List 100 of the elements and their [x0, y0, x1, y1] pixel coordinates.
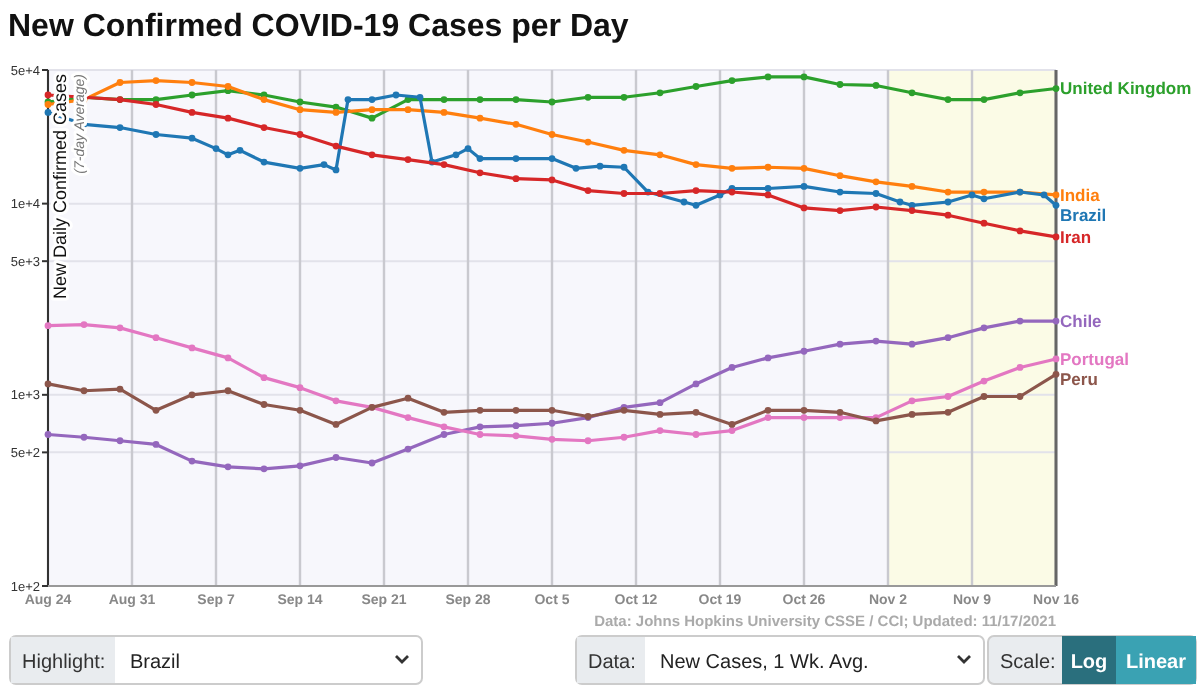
- point: [584, 138, 592, 146]
- point: [764, 185, 772, 192]
- point: [476, 114, 484, 122]
- point: [224, 151, 232, 159]
- point: [836, 81, 844, 88]
- point: [404, 445, 412, 453]
- point: [572, 164, 580, 172]
- point: [296, 106, 304, 114]
- point: [476, 431, 484, 438]
- point: [224, 83, 232, 90]
- point: [116, 324, 124, 332]
- point: [224, 463, 232, 471]
- point: [584, 187, 592, 194]
- point: [512, 120, 520, 128]
- point: [236, 146, 244, 154]
- point: [332, 166, 340, 174]
- point: [512, 422, 520, 430]
- chart-title: New Confirmed COVID-19 Cases per Day: [8, 10, 629, 44]
- point: [404, 414, 412, 421]
- point: [332, 454, 340, 461]
- point: [692, 201, 700, 209]
- point: [1052, 355, 1060, 363]
- point: [296, 164, 304, 172]
- series-label: Iran: [1060, 226, 1092, 247]
- point: [1016, 364, 1024, 371]
- point: [944, 96, 952, 104]
- text: Log: [1070, 652, 1108, 674]
- point: [872, 82, 880, 89]
- text: Linear: [1125, 652, 1187, 674]
- series-label: Peru: [1060, 368, 1098, 389]
- point: [692, 161, 700, 169]
- point: [188, 134, 196, 142]
- point: [188, 91, 196, 99]
- point: [1052, 85, 1060, 92]
- point: [764, 163, 772, 171]
- point: [296, 131, 304, 138]
- point: [440, 408, 448, 416]
- point: [1016, 317, 1024, 325]
- point: [656, 190, 664, 197]
- point: [260, 96, 268, 104]
- point: [404, 156, 412, 163]
- point: [872, 178, 880, 186]
- point: [728, 364, 736, 371]
- point: [1052, 201, 1060, 209]
- point: [548, 176, 556, 184]
- point: [680, 198, 688, 206]
- point: [188, 391, 196, 399]
- point: [476, 423, 484, 431]
- point: [548, 155, 556, 162]
- point: [476, 96, 484, 104]
- point: [152, 101, 160, 108]
- point: [392, 91, 400, 99]
- point: [692, 83, 700, 90]
- point: [980, 188, 988, 196]
- point: [152, 406, 160, 414]
- point: [464, 145, 472, 153]
- point: [692, 380, 700, 388]
- point: [332, 109, 340, 116]
- point: [1052, 317, 1060, 325]
- point: [548, 131, 556, 138]
- point: [368, 114, 376, 122]
- point: [260, 158, 268, 166]
- point: [968, 191, 976, 199]
- point: [548, 435, 556, 443]
- point: [296, 406, 304, 414]
- point: [512, 96, 520, 104]
- point: [116, 124, 124, 131]
- point: [512, 406, 520, 414]
- point: [440, 161, 448, 169]
- point: [800, 164, 808, 172]
- point: [656, 151, 664, 159]
- point: [980, 195, 988, 203]
- point: [800, 204, 808, 212]
- point: [368, 151, 376, 159]
- point: [224, 114, 232, 122]
- point: [620, 433, 628, 441]
- point: [872, 190, 880, 197]
- point: [980, 324, 988, 332]
- point: [1052, 233, 1060, 241]
- point: [512, 432, 520, 440]
- point: [944, 393, 952, 400]
- text: New Cases, 1 Wk. Avg.: [660, 652, 869, 674]
- point: [368, 459, 376, 467]
- point: [764, 414, 772, 421]
- point: [152, 441, 160, 448]
- point: [260, 465, 268, 473]
- point: [44, 380, 52, 388]
- point: [116, 385, 124, 393]
- point: [320, 161, 328, 169]
- point: [512, 155, 520, 162]
- point: [404, 394, 412, 402]
- point: [548, 98, 556, 106]
- point: [296, 462, 304, 470]
- point: [836, 340, 844, 348]
- point: [332, 397, 340, 405]
- point: [512, 175, 520, 183]
- point: [1040, 191, 1048, 199]
- point: [908, 340, 916, 348]
- point: [908, 89, 916, 97]
- point: [116, 79, 124, 86]
